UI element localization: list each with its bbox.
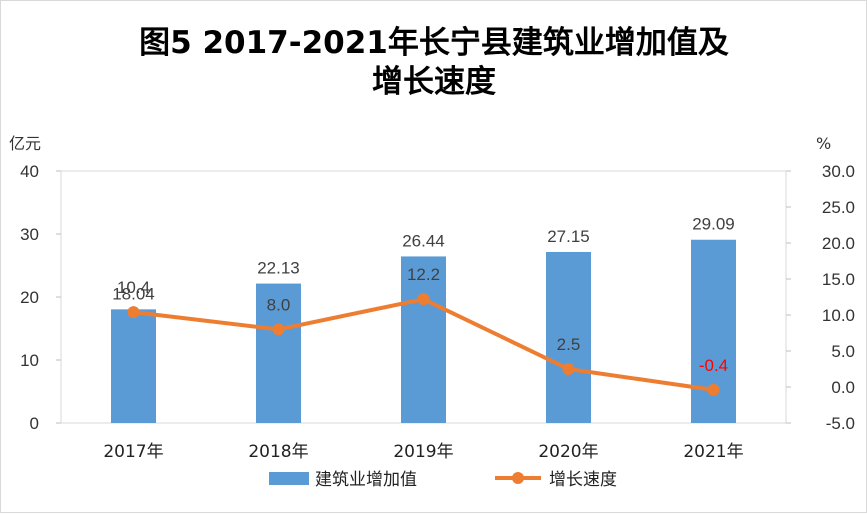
- line-value-label: 8.0: [267, 295, 291, 314]
- legend-swatch-dot: [512, 472, 524, 484]
- left-axis-unit: 亿元: [9, 134, 41, 153]
- bar-value-label: 22.13: [257, 259, 300, 278]
- line-point: [272, 323, 285, 336]
- legend: 建筑业增加值 增长速度: [269, 470, 617, 490]
- bar: [546, 251, 591, 423]
- line-value-label: -0.4: [699, 356, 728, 375]
- bar: [401, 256, 446, 423]
- line-value-label: 2.5: [557, 335, 581, 354]
- line-point: [127, 306, 140, 319]
- bar-value-label: 18.04: [112, 284, 155, 303]
- left-tick-label: 20: [20, 288, 39, 307]
- category-label: 2019年: [393, 442, 453, 462]
- right-tick-label: 10.0: [822, 306, 855, 325]
- left-tick-label: 30: [20, 225, 39, 244]
- bar: [256, 283, 301, 423]
- category-label: 2017年: [103, 442, 163, 462]
- bar-value-label: 27.15: [547, 227, 590, 246]
- line-point: [417, 293, 430, 306]
- legend-label-line: 增长速度: [549, 470, 617, 490]
- left-tick-label: 40: [20, 162, 39, 181]
- right-axis: -5.0 0.0 5.0 10.0 15.0 20.0 25.0 30.0: [786, 162, 855, 433]
- right-tick-label: -5.0: [826, 414, 855, 433]
- bar-value-label: 26.44: [402, 231, 445, 250]
- category-label: 2021年: [683, 442, 743, 462]
- left-axis: 0 10 20 30 40: [20, 162, 61, 433]
- chart-title-line1: 图5 2017-2021年长宁县建筑业增加值及: [139, 25, 729, 61]
- right-axis-unit: %: [816, 134, 831, 153]
- right-tick-label: 20.0: [822, 234, 855, 253]
- left-tick-label: 0: [30, 414, 39, 433]
- line-value-label: 10.4: [117, 278, 150, 297]
- line-value-label: 12.2: [407, 265, 440, 284]
- legend-swatch-bar: [269, 472, 309, 485]
- right-tick-label: 0.0: [831, 378, 855, 397]
- line-series: 10.4 8.0 12.2 2.5 -0.4: [117, 265, 728, 396]
- right-tick-label: 30.0: [822, 162, 855, 181]
- right-tick-label: 15.0: [822, 270, 855, 289]
- legend-label-bar: 建筑业增加值: [315, 470, 417, 490]
- line-point: [562, 363, 575, 375]
- category-label: 2018年: [248, 442, 308, 462]
- left-tick-label: 10: [20, 351, 39, 370]
- chart-title-line2: 增长速度: [372, 64, 496, 100]
- line-point: [707, 383, 720, 396]
- category-label: 2020年: [538, 442, 598, 462]
- bar-value-label: 29.09: [692, 215, 735, 234]
- right-tick-label: 25.0: [822, 198, 855, 217]
- bar: [111, 309, 156, 423]
- category-axis: 2017年 2018年 2019年 2020年 2021年: [103, 442, 743, 462]
- right-tick-label: 5.0: [831, 342, 855, 361]
